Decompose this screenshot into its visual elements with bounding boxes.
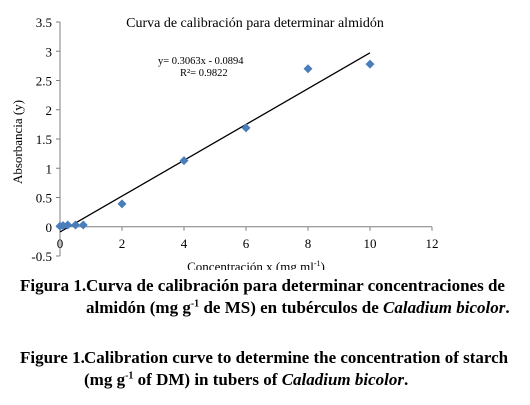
caption-es-line1: Curva de calibración para determinar con… — [86, 276, 484, 295]
y-tick-label: 0.5 — [36, 191, 52, 206]
caption-es-part2a: de almidón (mg g — [86, 276, 505, 317]
caption-en-line1: Calibration curve to determine the conce… — [84, 348, 459, 367]
data-point — [117, 199, 127, 209]
caption-en-part2a: starch (mg g — [84, 348, 509, 389]
caption-en-end: . — [404, 370, 409, 389]
data-point — [78, 220, 88, 230]
data-point — [63, 220, 73, 230]
y-tick-label: -0.5 — [31, 249, 52, 264]
x-tick-label: 0 — [57, 236, 64, 251]
data-point — [241, 123, 251, 133]
x-tick-label: 6 — [243, 236, 250, 251]
data-point — [179, 156, 189, 166]
caption-es-sup: -1 — [190, 298, 200, 310]
y-axis-label: Absorbancia (y) — [10, 100, 25, 184]
caption-es-species: Caladium bicolor — [383, 298, 506, 317]
data-point — [365, 59, 375, 69]
x-tick-label: 8 — [305, 236, 312, 251]
x-tick-label: 10 — [364, 236, 377, 251]
data-point — [71, 220, 80, 230]
y-tick-label: 2 — [46, 103, 53, 118]
y-tick-label: 3.5 — [36, 15, 52, 30]
x-axis-label: Concentración x (mg ml-1) — [187, 259, 325, 270]
x-tick-label: 2 — [119, 236, 126, 251]
caption-en-head: Figure 1. — [20, 348, 85, 367]
trendline — [59, 52, 371, 233]
x-tick-label: 12 — [426, 236, 439, 251]
calibration-chart: Curva de calibración para determinar alm… — [10, 15, 439, 270]
tick-labels: -0.5 0 0.5 1 1.5 2 2.5 3 3.5 0 2 4 6 8 10 12 — [31, 15, 438, 264]
caption-en-part2b: of DM) in tubers of — [133, 370, 282, 389]
caption-es-end: . — [505, 298, 510, 317]
y-tick-label: 2.5 — [36, 74, 52, 89]
caption-en-sup: -1 — [125, 370, 134, 382]
data-points — [55, 59, 375, 231]
regression-equation: y= 0.3063x - 0.0894 — [158, 56, 244, 67]
y-tick-label: 3 — [46, 44, 53, 59]
caption-es-body: Curva de calibración para determinar con… — [86, 275, 516, 319]
axes — [56, 21, 433, 257]
y-tick-label: 1.5 — [36, 132, 52, 147]
caption-es-head: Figura 1. — [20, 276, 87, 295]
y-tick-label: 1 — [46, 161, 53, 176]
trendline-group — [59, 52, 371, 233]
r-squared-label: R²= 0.9822 — [180, 68, 228, 79]
caption-es-part2b: de MS) en tubérculos de — [199, 298, 384, 317]
x-tick-label: 4 — [181, 236, 188, 251]
caption-en-body: Calibration curve to determine the conce… — [84, 347, 524, 391]
chart-title: Curva de calibración para determinar alm… — [126, 16, 384, 31]
y-tick-label: 0 — [46, 220, 53, 235]
caption-en-species: Caladium bicolor — [281, 370, 405, 389]
data-point — [303, 64, 313, 74]
